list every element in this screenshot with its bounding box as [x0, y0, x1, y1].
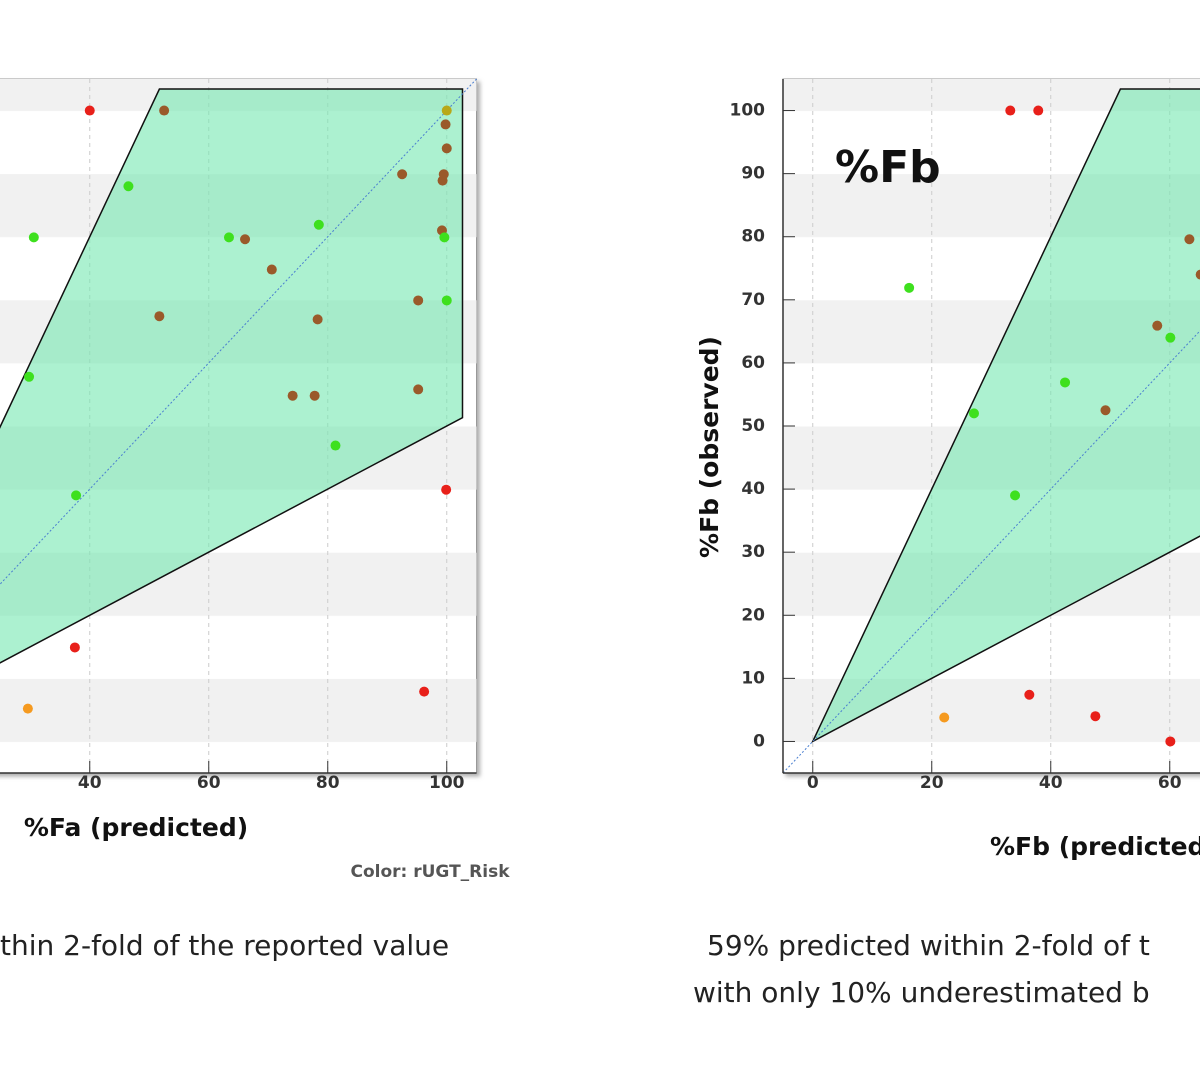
x-tick-label: 40 — [1039, 773, 1063, 793]
data-point — [84, 105, 95, 116]
y-tick-label: 20 — [741, 605, 765, 625]
data-point — [441, 105, 452, 116]
caption: 59% predicted within 2-fold of t — [707, 929, 1150, 962]
y-tick-label: 80 — [741, 227, 765, 247]
data-point — [22, 703, 33, 714]
data-point — [1033, 105, 1044, 116]
annotation: %Fb — [835, 142, 941, 193]
x-axis-title: %Fa (predicted) — [24, 813, 248, 842]
data-point — [1024, 689, 1035, 700]
data-point — [939, 712, 950, 723]
x-axis-title: %Fb (predicted — [990, 832, 1200, 861]
data-point — [968, 408, 979, 419]
data-point — [439, 232, 450, 243]
y-tick-label: 70 — [741, 290, 765, 310]
y-axis-title: %Fb (observed) — [695, 336, 724, 558]
data-point — [1100, 405, 1111, 416]
x-tick-label: 20 — [920, 773, 944, 793]
scatter-chart: 0 20 40 60 0 10 20 30 40 50 60 70 80 90 100 %Fb %Fb (obs… — [693, 78, 1200, 1009]
data-point — [312, 314, 323, 325]
caption: with only 10% underestimated b — [693, 976, 1150, 1009]
y-tick-label: 50 — [741, 416, 765, 436]
data-point — [71, 490, 82, 501]
data-point — [441, 143, 452, 154]
x-tick-label: 60 — [197, 773, 221, 793]
data-point — [1060, 377, 1071, 388]
y-tick-label: 40 — [741, 479, 765, 499]
x-tick-label: 100 — [429, 773, 465, 793]
data-point — [69, 642, 80, 653]
two-fold-region — [811, 88, 1200, 744]
scatter-chart: 40 60 80 100 %Fa (predicted) Color: rUGT_Risk… — [0, 78, 510, 962]
y-tick-label: 90 — [741, 164, 765, 184]
x-tick-label: 60 — [1158, 773, 1182, 793]
data-point — [1184, 234, 1195, 245]
data-point — [309, 390, 320, 401]
identity-line — [0, 78, 477, 585]
data-point — [1005, 105, 1016, 116]
y-tick-label: 0 — [753, 731, 765, 751]
data-point — [904, 282, 915, 293]
data-point — [413, 295, 424, 306]
x-tick-label: 0 — [807, 773, 819, 793]
data-point — [1165, 736, 1176, 747]
y-tick-label: 60 — [741, 353, 765, 373]
data-point — [441, 295, 452, 306]
data-point — [1152, 320, 1163, 331]
identity-line — [782, 330, 1200, 774]
data-point — [123, 181, 134, 192]
data-point — [1090, 711, 1101, 722]
data-point — [441, 484, 452, 495]
data-point — [413, 384, 424, 395]
y-tick-label: 10 — [741, 668, 765, 688]
data-point — [1195, 269, 1200, 280]
data-point — [440, 119, 451, 130]
data-point — [1165, 332, 1176, 343]
data-point — [154, 311, 165, 322]
two-fold-region — [0, 88, 464, 664]
y-tick-label: 30 — [741, 542, 765, 562]
data-point — [159, 105, 170, 116]
x-tick-label: 40 — [78, 773, 102, 793]
data-point — [419, 686, 430, 697]
data-point — [287, 390, 298, 401]
data-point — [1010, 490, 1021, 501]
data-point — [397, 169, 408, 180]
data-point — [28, 232, 39, 243]
caption: thin 2-fold of the reported value — [0, 929, 449, 962]
data-point — [24, 371, 35, 382]
x-tick-label: 80 — [316, 773, 340, 793]
data-point — [313, 219, 324, 230]
color-note: Color: rUGT_Risk — [350, 862, 510, 882]
data-point — [266, 264, 277, 275]
data-point — [437, 175, 448, 186]
y-tick-label: 100 — [730, 101, 766, 121]
data-point — [330, 440, 341, 451]
data-point — [223, 232, 234, 243]
data-point — [240, 234, 251, 245]
